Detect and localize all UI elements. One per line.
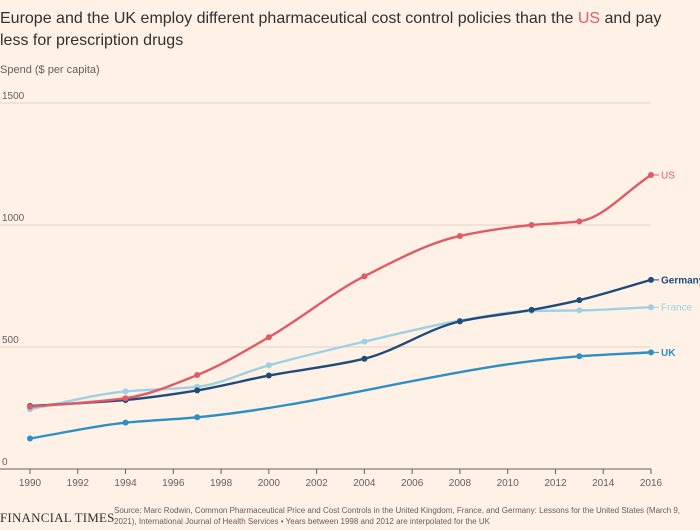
data-point-germany-2004 [361,355,368,362]
data-point-uk-2016 [648,349,654,356]
x-tick-label-2002: 2002 [305,478,328,489]
data-point-us-1997 [194,372,201,379]
x-tick-label-2010: 2010 [497,478,520,489]
series-line-germany [28,278,653,408]
series-label-france: France [661,303,693,314]
data-point-france-2004 [361,338,368,345]
data-point-uk-1997 [194,414,201,421]
x-tick-label-1992: 1992 [67,478,90,489]
data-point-us-2013 [576,218,583,225]
data-point-germany-2008 [456,318,463,325]
series-line-us [28,173,653,408]
x-tick-label-2006: 2006 [401,478,424,489]
y-tick-label-1500: 1500 [2,91,25,102]
x-tick-label-1994: 1994 [114,478,137,489]
data-point-france-2016 [648,304,654,311]
x-tick-label-2004: 2004 [353,478,376,489]
y-tick-label-1000: 1000 [2,213,25,224]
data-point-us-2000 [265,334,272,341]
series-label-uk: UK [661,348,676,359]
x-tick-label-2000: 2000 [258,478,281,489]
data-point-france-2013 [576,307,583,314]
y-axis-label: Spend ($ per capita) [0,64,100,76]
footer: FINANCIAL TIMES Source: Marc Rodwin, Com… [0,504,700,530]
y-tick-label-500: 500 [2,335,19,346]
data-point-uk-1994 [122,419,129,426]
data-point-us-2008 [456,232,463,239]
x-tick-label-2016: 2016 [640,478,663,489]
title-us-highlight: US [577,10,601,27]
x-tick-label-1990: 1990 [19,478,42,489]
data-point-us-2004 [361,273,368,280]
data-point-germany-1997 [194,387,201,394]
data-point-france-2000 [265,362,272,369]
x-tick-label-1998: 1998 [210,478,233,489]
title-part-2: and pay less for prescription drugs [0,10,662,49]
x-tick-label-2012: 2012 [544,478,567,489]
source-note: Source: Marc Rodwin, Common Pharmaceutic… [114,506,681,526]
data-point-us-1990 [27,403,33,410]
series-label-germany: Germany [661,275,700,286]
data-point-germany-2000 [265,372,272,379]
data-point-us-1994 [122,395,129,402]
y-tick-label-0: 0 [2,457,8,468]
data-point-us-2016 [648,171,654,178]
chart-title: Europe and the UK employ different pharm… [0,8,690,52]
data-point-uk-2013 [576,353,583,360]
data-point-germany-2011 [528,306,535,313]
data-point-france-1994 [122,388,129,395]
x-tick-label-2014: 2014 [592,478,615,489]
data-point-us-2011 [528,222,535,228]
series-label-us: US [661,170,675,181]
data-point-germany-2013 [576,297,583,304]
data-point-uk-1990 [27,435,33,442]
data-point-germany-2016 [648,276,654,283]
line-chart: 0 500 1000 1500 1990 1992 1994 1996 1998 2000 2002… [0,91,700,489]
title-part-1: Europe and the UK employ different pharm… [0,10,578,27]
ft-logo: FINANCIAL TIMES [0,510,115,525]
x-tick-label-1996: 1996 [162,478,185,489]
x-tick-label-2008: 2008 [449,478,472,489]
series-line-uk [28,351,653,440]
